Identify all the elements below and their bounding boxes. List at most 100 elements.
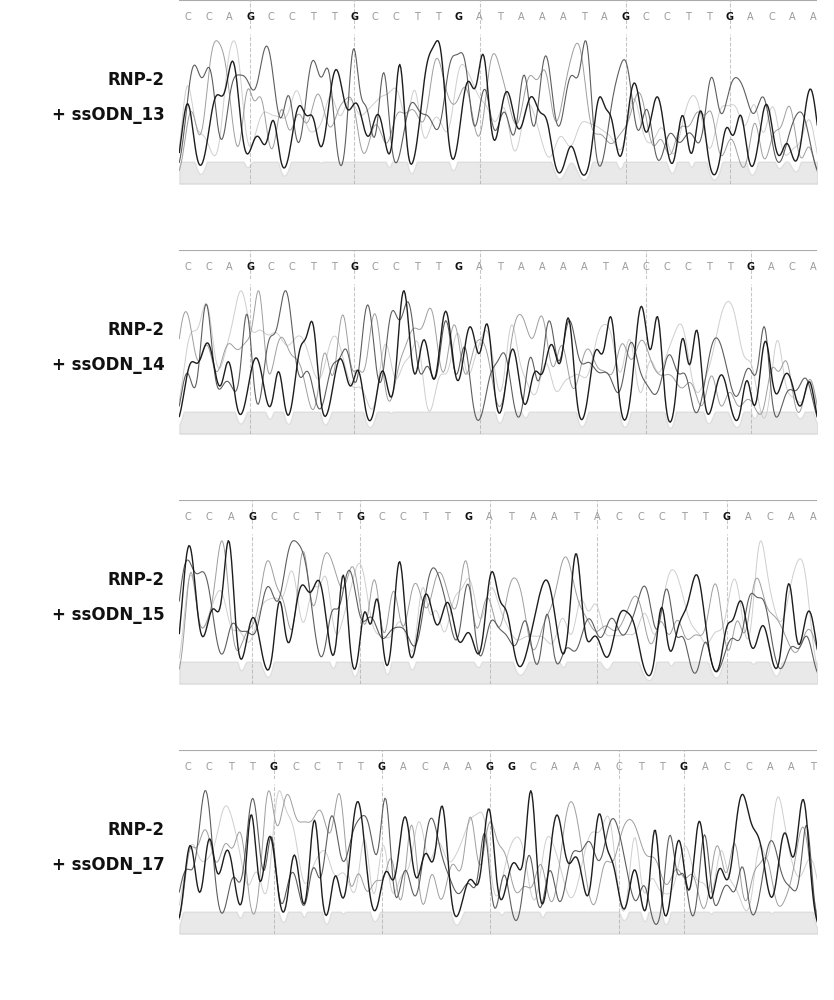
Text: T: T — [309, 12, 316, 22]
Text: T: T — [810, 762, 816, 772]
Text: C: C — [205, 12, 212, 22]
Text: C: C — [184, 762, 191, 772]
Text: A: A — [747, 12, 754, 22]
Text: C: C — [270, 512, 277, 522]
Text: C: C — [393, 262, 399, 272]
Text: C: C — [184, 262, 191, 272]
Text: A: A — [789, 12, 796, 22]
Text: A: A — [518, 262, 525, 272]
Text: C: C — [745, 762, 751, 772]
Text: A: A — [573, 762, 579, 772]
Text: A: A — [476, 12, 483, 22]
Text: C: C — [206, 512, 213, 522]
Text: A: A — [551, 762, 558, 772]
Text: C: C — [393, 12, 399, 22]
Text: A: A — [443, 762, 450, 772]
Text: T: T — [357, 762, 363, 772]
Text: A: A — [594, 762, 600, 772]
Text: G: G — [621, 12, 630, 22]
Text: T: T — [726, 262, 733, 272]
Text: G: G — [680, 762, 688, 772]
Text: T: T — [330, 262, 337, 272]
Text: A: A — [226, 262, 233, 272]
Text: G: G — [249, 512, 256, 522]
Text: C: C — [184, 512, 191, 522]
Text: C: C — [268, 12, 274, 22]
Text: G: G — [455, 12, 463, 22]
Text: C: C — [421, 762, 429, 772]
Text: T: T — [336, 762, 342, 772]
Text: T: T — [336, 512, 342, 522]
Text: C: C — [205, 262, 212, 272]
Text: A: A — [810, 512, 816, 522]
Text: A: A — [788, 762, 795, 772]
Text: T: T — [573, 512, 579, 522]
Text: RNP-2: RNP-2 — [108, 71, 165, 89]
Text: T: T — [706, 262, 712, 272]
Text: A: A — [400, 762, 407, 772]
Text: C: C — [184, 12, 191, 22]
Text: C: C — [268, 262, 274, 272]
Text: T: T — [435, 12, 441, 22]
Text: A: A — [486, 512, 493, 522]
Text: C: C — [664, 262, 671, 272]
Text: A: A — [551, 512, 558, 522]
Text: G: G — [246, 262, 254, 272]
Text: C: C — [530, 762, 536, 772]
Text: C: C — [615, 762, 622, 772]
Text: + ssODN_13: + ssODN_13 — [53, 106, 165, 124]
Text: C: C — [314, 762, 320, 772]
Text: RNP-2: RNP-2 — [108, 571, 165, 589]
Text: T: T — [228, 762, 234, 772]
Text: T: T — [601, 262, 608, 272]
Text: C: C — [766, 512, 773, 522]
Text: A: A — [768, 262, 775, 272]
Text: + ssODN_17: + ssODN_17 — [53, 856, 165, 874]
Text: + ssODN_14: + ssODN_14 — [53, 356, 165, 374]
Text: T: T — [706, 12, 712, 22]
Text: T: T — [435, 262, 441, 272]
Text: T: T — [444, 512, 450, 522]
Text: C: C — [789, 262, 796, 272]
Text: C: C — [289, 262, 295, 272]
Text: C: C — [768, 12, 775, 22]
Text: A: A — [226, 12, 233, 22]
Text: T: T — [659, 762, 665, 772]
Text: C: C — [372, 12, 379, 22]
Text: A: A — [465, 762, 471, 772]
Text: C: C — [615, 512, 622, 522]
Text: T: T — [330, 12, 337, 22]
Text: A: A — [810, 262, 816, 272]
Text: A: A — [702, 762, 709, 772]
Text: G: G — [485, 762, 494, 772]
Text: C: C — [289, 12, 295, 22]
Text: T: T — [314, 512, 320, 522]
Text: C: C — [379, 512, 385, 522]
Text: A: A — [476, 262, 483, 272]
Text: C: C — [643, 12, 650, 22]
Text: C: C — [664, 12, 671, 22]
Text: A: A — [788, 512, 795, 522]
Text: C: C — [292, 762, 299, 772]
Text: A: A — [594, 512, 600, 522]
Text: A: A — [766, 762, 773, 772]
Text: G: G — [246, 12, 254, 22]
Text: T: T — [497, 262, 504, 272]
Text: C: C — [643, 262, 650, 272]
Text: T: T — [702, 512, 708, 522]
Text: A: A — [560, 262, 566, 272]
Text: A: A — [810, 12, 816, 22]
Text: G: G — [723, 512, 731, 522]
Text: RNP-2: RNP-2 — [108, 321, 165, 339]
Text: T: T — [508, 512, 514, 522]
Text: G: G — [270, 762, 278, 772]
Text: G: G — [356, 512, 364, 522]
Text: A: A — [580, 262, 587, 272]
Text: RNP-2: RNP-2 — [108, 821, 165, 839]
Text: C: C — [724, 762, 731, 772]
Text: T: T — [309, 262, 316, 272]
Text: G: G — [350, 12, 359, 22]
Text: A: A — [622, 262, 629, 272]
Text: A: A — [745, 512, 751, 522]
Text: C: C — [206, 762, 213, 772]
